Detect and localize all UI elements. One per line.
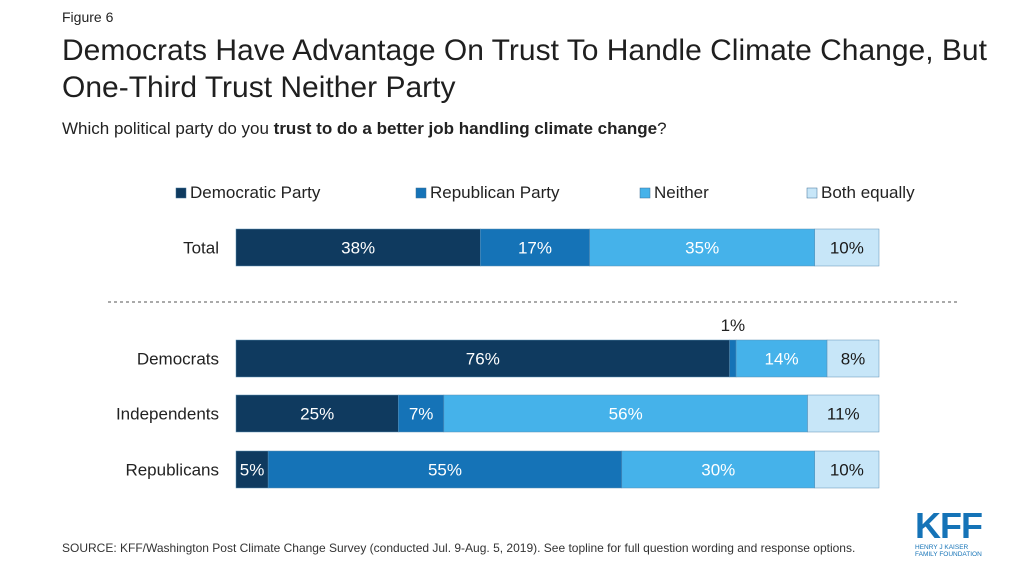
category-label-independents: Independents	[116, 405, 219, 424]
bar-total-republican-party	[480, 228, 590, 267]
logo-subtitle: HENRY J KAISER FAMILY FOUNDATION	[915, 544, 982, 558]
data-label-independents-republican-party: 7%	[409, 405, 434, 424]
legend-swatch-both-equally	[806, 187, 818, 199]
subtitle-bold: trust to do a better job handling climat…	[273, 119, 658, 138]
legend-label-neither: Neither	[654, 183, 709, 202]
data-label-republicans-both-equally: 10%	[830, 461, 864, 480]
chart-title: Democrats Have Advantage On Trust To Han…	[62, 34, 987, 104]
legend-swatch-democratic-party	[175, 187, 187, 199]
subtitle-suffix: ?	[657, 119, 667, 138]
data-label-independents-both-equally: 11%	[827, 405, 860, 424]
data-label-democrats-neither: 14%	[765, 350, 799, 369]
bar-independents-both-equally	[807, 394, 880, 433]
category-label-democrats: Democrats	[137, 350, 219, 369]
category-label-total: Total	[183, 239, 219, 258]
data-label-total-democratic-party: 38%	[341, 239, 375, 258]
bar-democrats-both-equally	[826, 339, 880, 378]
bar-total-democratic-party	[235, 228, 481, 267]
bar-democrats-democratic-party	[235, 339, 730, 378]
bar-total-neither	[589, 228, 815, 267]
bar-independents-neither	[443, 394, 808, 433]
data-label-democrats-democratic-party: 76%	[466, 350, 500, 369]
legend-label-democratic-party: Democratic Party	[190, 183, 321, 202]
data-label-independents-neither: 56%	[609, 405, 643, 424]
data-label-independents-democratic-party: 25%	[300, 405, 334, 424]
bar-republicans-republican-party	[267, 450, 623, 489]
data-label-total-both-equally: 10%	[830, 239, 864, 258]
bar-democrats-republican-party	[729, 339, 737, 378]
bar-republicans-democratic-party	[235, 450, 269, 489]
data-label-republicans-democratic-party: 5%	[240, 461, 265, 480]
bar-total-both-equally	[814, 228, 880, 267]
category-label-republicans: Republicans	[125, 461, 219, 480]
subtitle-prefix: Which political party do you	[62, 119, 274, 138]
bar-republicans-neither	[621, 450, 815, 489]
kff-logo: KFF HENRY J KAISER FAMILY FOUNDATION	[912, 505, 992, 559]
legend-swatch-republican-party	[415, 187, 427, 199]
bar-independents-democratic-party	[235, 394, 399, 433]
data-label-total-republican-party: 17%	[518, 239, 552, 258]
bar-republicans-both-equally	[814, 450, 880, 489]
data-label-republicans-republican-party: 55%	[428, 461, 462, 480]
legend-swatch-neither	[639, 187, 651, 199]
data-label-total-neither: 35%	[685, 239, 719, 258]
data-label-democrats-republican-party: 1%	[721, 316, 746, 335]
data-label-republicans-neither: 30%	[701, 461, 735, 480]
legend-label-republican-party: Republican Party	[430, 183, 560, 202]
figure-label: Figure 6	[62, 9, 114, 25]
data-label-democrats-both-equally: 8%	[841, 350, 866, 369]
chart-subtitle: Which political party do you trust to do…	[62, 119, 667, 139]
legend-label-both-equally: Both equally	[821, 183, 915, 202]
logo-letters: KFF	[915, 505, 983, 546]
source-note: SOURCE: KFF/Washington Post Climate Chan…	[62, 541, 856, 555]
